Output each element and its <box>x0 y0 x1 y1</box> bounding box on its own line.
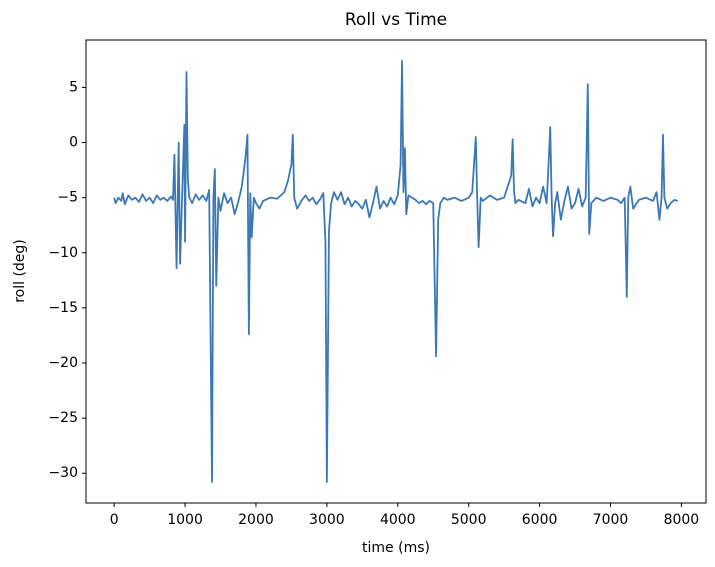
y-tick-label: −10 <box>48 245 78 261</box>
y-tick-label: 5 <box>69 79 78 95</box>
x-tick-label: 1000 <box>167 512 203 528</box>
y-tick-label: −5 <box>57 190 78 206</box>
x-tick-label: 2000 <box>238 512 274 528</box>
y-axis-label: roll (deg) <box>12 239 28 303</box>
x-tick-label: 0 <box>110 512 119 528</box>
y-tick-label: 0 <box>69 135 78 151</box>
x-axis-label: time (ms) <box>362 540 430 556</box>
x-tick-label: 8000 <box>664 512 700 528</box>
x-tick-label: 6000 <box>522 512 558 528</box>
x-tick-label: 4000 <box>380 512 416 528</box>
x-tick-label: 5000 <box>451 512 487 528</box>
y-tick-label: −20 <box>48 355 78 371</box>
plot-frame <box>85 39 707 504</box>
y-tick-label: −30 <box>48 465 78 481</box>
y-tick-label: −25 <box>48 410 78 426</box>
x-tick-label: 7000 <box>593 512 629 528</box>
x-tick-label: 3000 <box>309 512 345 528</box>
chart-title: Roll vs Time <box>345 10 447 30</box>
data-line <box>113 60 679 483</box>
y-tick-label: −15 <box>48 300 78 316</box>
